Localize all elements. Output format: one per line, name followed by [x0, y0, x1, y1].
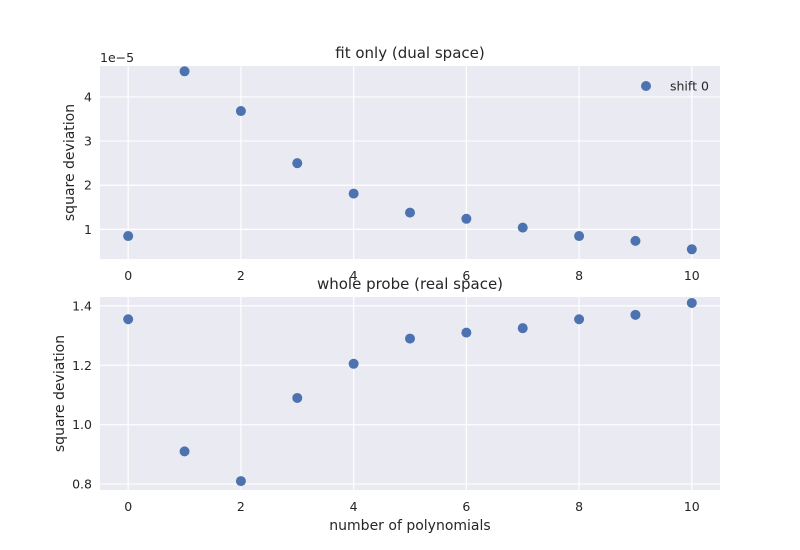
y-axis-label: square deviation	[52, 335, 68, 452]
y-tick-label: 3	[84, 134, 92, 149]
plot-area	[100, 66, 720, 259]
data-point	[235, 106, 246, 117]
data-point	[517, 222, 528, 233]
legend-label: shift 0	[670, 79, 709, 94]
data-point	[686, 297, 697, 308]
x-tick-label: 0	[124, 499, 132, 514]
data-point	[630, 309, 641, 320]
subplot-title: fit only (dual space)	[335, 44, 484, 62]
y-tick-label: 1.4	[72, 298, 92, 313]
y-tick-label: 1.0	[72, 417, 92, 432]
y-tick-label: 1.2	[72, 358, 92, 373]
data-point	[235, 476, 246, 487]
x-tick-label: 8	[575, 268, 583, 283]
data-point	[123, 231, 134, 242]
data-point	[292, 392, 303, 403]
x-tick-label: 2	[237, 268, 245, 283]
x-tick-label: 4	[350, 499, 358, 514]
data-point	[405, 207, 415, 218]
y-tick-label: 4	[84, 89, 92, 104]
x-axis-label: number of polynomials	[329, 518, 490, 534]
subplot-2: 0 2 4 6 8 10 0.8 1.0 1.2 1.4 whole probe (real spa…	[52, 275, 720, 534]
plot-area	[100, 297, 720, 490]
x-tick-label: 2	[237, 499, 245, 514]
data-point	[405, 333, 415, 344]
y-tick-label: 0.8	[72, 477, 92, 492]
y-scale-offset-label: 1e−5	[100, 50, 134, 65]
data-point	[179, 446, 190, 457]
data-point	[461, 213, 472, 224]
legend: shift 0	[641, 79, 709, 94]
data-point	[292, 158, 303, 169]
x-tick-label: 4	[350, 268, 358, 283]
x-tick-label: 0	[124, 268, 132, 283]
y-axis-label: square deviation	[62, 104, 78, 221]
data-point	[179, 66, 190, 77]
data-point	[123, 314, 134, 325]
legend-marker	[641, 81, 651, 91]
data-point	[686, 244, 697, 255]
data-point	[461, 327, 472, 338]
data-point	[574, 314, 585, 325]
x-tick-label: 6	[462, 499, 470, 514]
data-point	[348, 358, 359, 369]
x-tick-label: 6	[462, 268, 470, 283]
y-tick-label: 1	[84, 222, 92, 237]
y-tick-label: 2	[84, 178, 92, 193]
x-tick-label: 8	[575, 499, 583, 514]
data-point	[517, 323, 528, 334]
data-point	[348, 188, 359, 199]
data-point	[574, 231, 585, 242]
x-tick-label: 10	[684, 268, 700, 283]
x-tick-label: 10	[684, 499, 700, 514]
subplot-title: whole probe (real space)	[317, 275, 503, 293]
data-point	[630, 235, 641, 246]
